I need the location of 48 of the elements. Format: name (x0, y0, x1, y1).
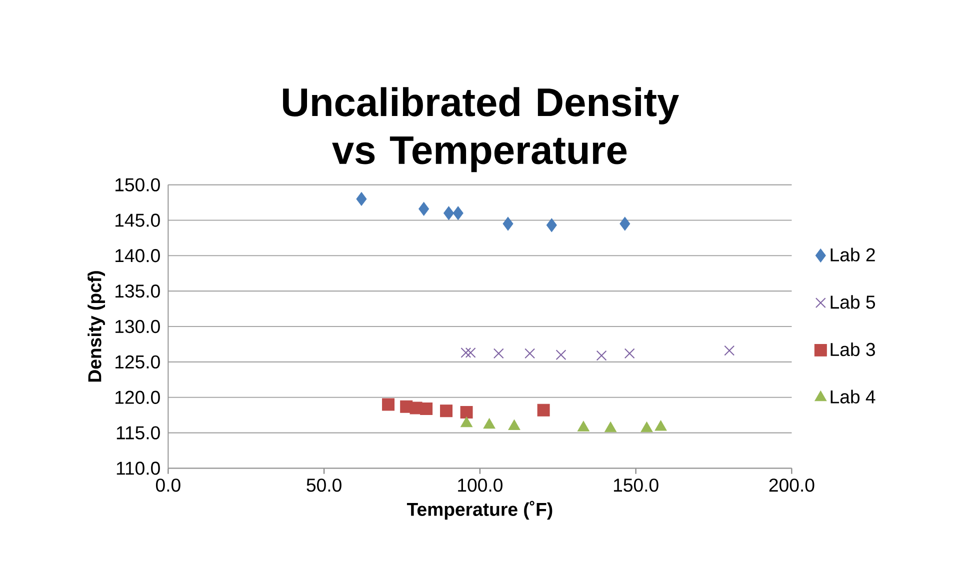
point (604, 422, 617, 432)
point (440, 404, 453, 418)
point (524, 348, 536, 359)
point (546, 218, 557, 232)
point (624, 348, 635, 359)
point (493, 348, 504, 359)
y-tick-label: 145.0 (116, 214, 160, 227)
point (460, 416, 473, 428)
point (460, 406, 473, 419)
point (444, 206, 454, 220)
x-tick-label: 150.0 (614, 478, 658, 492)
legend-label: Lab 2 (830, 248, 875, 262)
point (724, 345, 735, 356)
point (537, 404, 550, 416)
point (418, 202, 430, 216)
point (502, 216, 514, 231)
y-tick-label: 150.0 (116, 178, 160, 192)
x-tick-label: 200.0 (769, 478, 814, 492)
x-tick-label: 100.0 (458, 478, 502, 492)
point (356, 192, 367, 206)
x-tick-label: 0.0 (156, 478, 180, 492)
y-tick-label: 130.0 (116, 320, 160, 334)
point (420, 402, 433, 416)
point (640, 422, 653, 432)
point (654, 420, 667, 431)
point (452, 206, 464, 220)
y-tick-label: 125.0 (116, 355, 160, 369)
point (508, 420, 520, 430)
point (382, 398, 395, 411)
point (577, 421, 590, 432)
chart-title: Uncalibrated Density vs Temperature (283, 87, 679, 172)
x-axis-title: Temperature (˚F) (406, 500, 552, 520)
legend-label: Lab 5 (830, 295, 875, 309)
point (465, 348, 476, 358)
point (483, 418, 496, 429)
legend-label: Lab 4 (830, 390, 876, 404)
x-tick-label: 50.0 (306, 478, 342, 492)
point (596, 350, 607, 361)
point (620, 216, 630, 231)
y-tick-label: 135.0 (116, 284, 160, 298)
point (460, 348, 472, 358)
y-tick-label: 115.0 (116, 426, 160, 440)
y-axis-title: Density (pcf) (88, 271, 105, 382)
y-tick-label: 110.0 (116, 462, 160, 475)
y-tick-label: 140.0 (116, 249, 160, 262)
point (556, 350, 566, 360)
y-tick-label: 120.0 (116, 390, 160, 404)
legend-label: Lab 3 (830, 342, 875, 356)
